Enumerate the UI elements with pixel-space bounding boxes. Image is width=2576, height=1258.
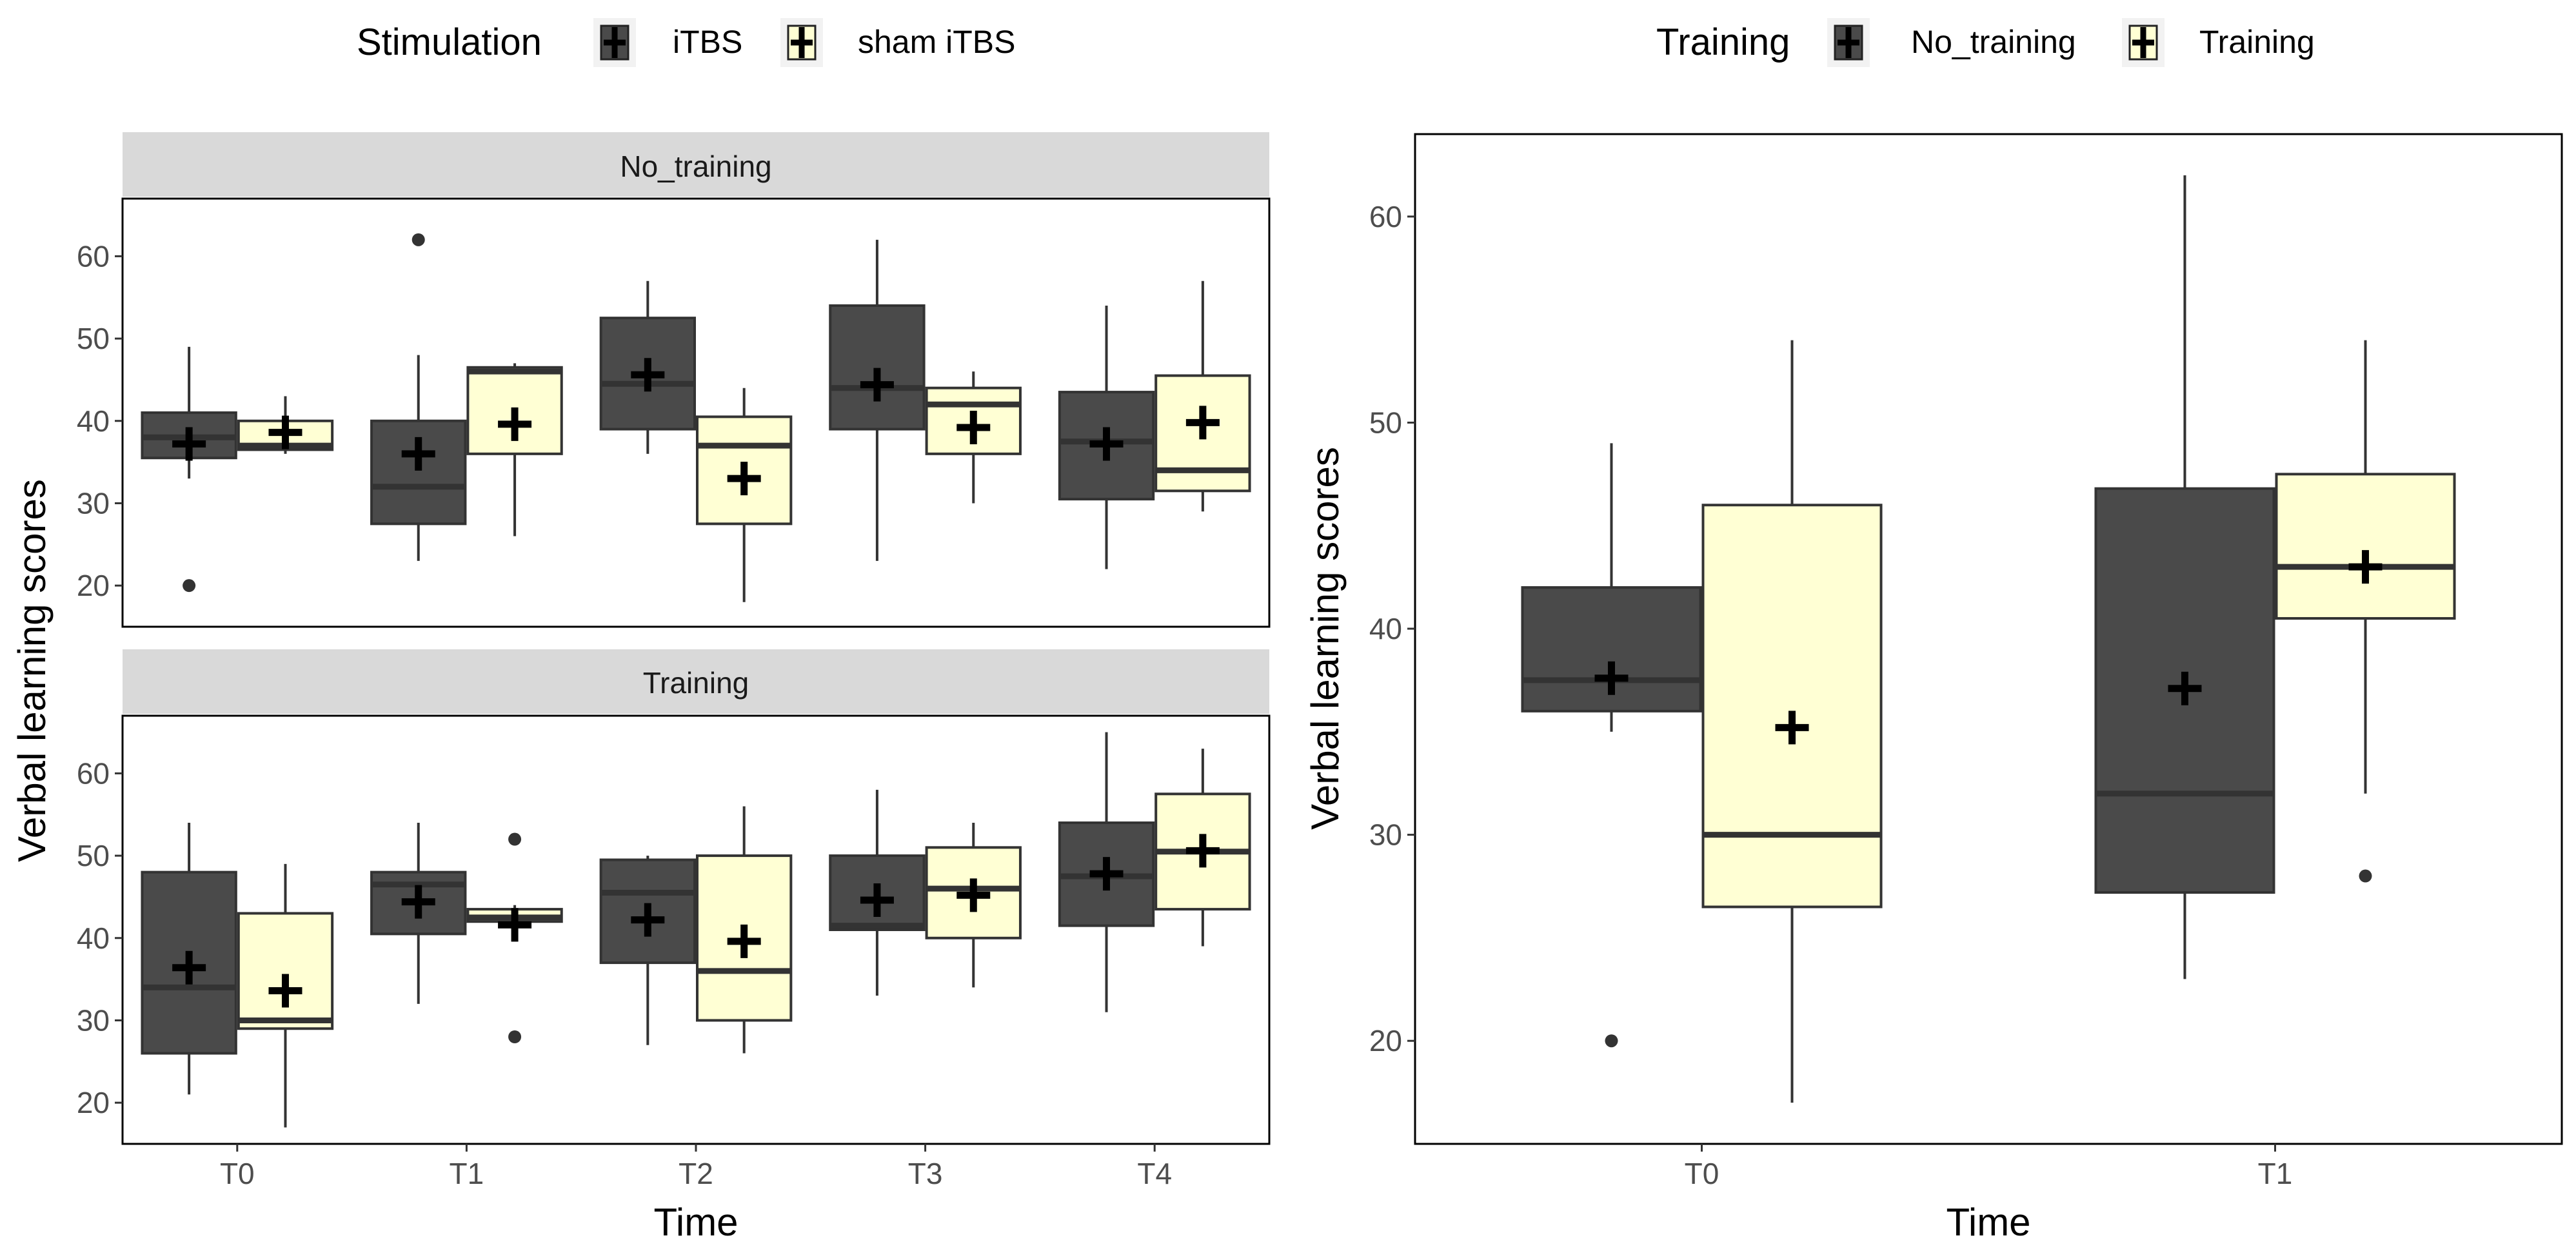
right-panel-training-t0-mean-cross xyxy=(1775,711,1809,745)
training-panel-y-tick-label-4: 60 xyxy=(77,756,110,790)
training-panel-sham-itbs-t0-mean-cross xyxy=(268,974,302,1008)
no-training-panel-itbs-t0-mean-cross xyxy=(172,427,206,461)
training-panel-y-tick-label-3: 50 xyxy=(77,839,110,872)
right-legend-label-0: No_training xyxy=(1911,24,2076,60)
right-panel-no_training-t1-mean-cross xyxy=(2168,671,2202,705)
panel-frame-right xyxy=(1414,133,2563,1145)
right-y-axis-title: Verbal learning scores xyxy=(1303,447,1347,830)
training-panel-itbs-t0-mean-cross xyxy=(172,950,206,985)
left-legend-label-0: iTBS xyxy=(673,24,742,60)
training-panel-sham-itbs-t1-mean-cross xyxy=(498,908,532,942)
right-panel-training-t1-outlier-0 xyxy=(2359,869,2372,883)
strip-training xyxy=(123,649,1269,714)
right-panel-no_training-t0-mean-cross xyxy=(1594,661,1629,695)
training-panel-sham-itbs-t4-mean-cross xyxy=(1185,834,1220,868)
left-legend-key-cross-1 xyxy=(791,27,813,58)
training-panel-x-tick-label-3: T3 xyxy=(908,1157,943,1190)
no-training-panel-sham-itbs-t1-mean-cross xyxy=(498,407,532,441)
right-panel-x-tick-label-0: T0 xyxy=(1685,1157,1719,1190)
no-training-panel-y-tick-label-3: 50 xyxy=(77,322,110,355)
no-training-panel-itbs-t0-outlier-0 xyxy=(183,579,196,593)
right-panel-training-t0-box xyxy=(1701,504,1883,909)
right-panel-training-t1-mean-cross xyxy=(2348,550,2383,584)
right-panel-x-tick-label-1: T1 xyxy=(2258,1157,2293,1190)
panel-frame-no-training xyxy=(121,197,1271,628)
no-training-panel-y-tick-label-4: 60 xyxy=(77,239,110,273)
strip-training-label: Training xyxy=(643,666,749,700)
left-legend: Stimulation iTBS sham iTBS xyxy=(357,18,1016,67)
right-legend-title: Training xyxy=(1656,21,1790,63)
training-panel-itbs-t4-mean-cross xyxy=(1089,857,1124,891)
left-x-axis-title: Time xyxy=(653,1201,738,1244)
plot-marks: 20 30 40 50 60 20 30 40 50 60 T0 T1 T2 T3 T4 20 30 40 50 60… xyxy=(77,175,2456,1190)
no-training-panel-layer: 20 30 40 50 60 xyxy=(77,233,1251,602)
right-panel-layer: 20 30 40 50 60 T0 T1 xyxy=(1369,175,2456,1190)
training-panel-y-tick-label-0: 20 xyxy=(77,1086,110,1119)
training-panel-x-tick-label-1: T1 xyxy=(450,1157,484,1190)
right-legend: Training No_training Training xyxy=(1656,18,2315,67)
no-training-panel-sham-itbs-t3-mean-cross xyxy=(956,410,991,444)
no-training-panel-itbs-t3-box xyxy=(829,304,926,431)
strip-no-training xyxy=(123,132,1269,197)
training-panel-x-tick-label-2: T2 xyxy=(679,1157,713,1190)
left-legend-title: Stimulation xyxy=(357,21,542,63)
right-panel-y-tick-label-4: 60 xyxy=(1369,200,1402,233)
training-panel-sham-itbs-t2-mean-cross xyxy=(727,924,761,958)
training-panel-y-tick-label-2: 40 xyxy=(77,921,110,955)
no-training-panel-itbs-t1-outlier-0 xyxy=(411,233,425,246)
training-panel-layer: 20 30 40 50 60 T0 T1 T2 T3 T4 xyxy=(77,732,1251,1190)
no-training-panel-sham-itbs-t0-mean-cross xyxy=(268,415,302,449)
right-legend-label-1: Training xyxy=(2199,24,2315,60)
no-training-panel-itbs-t1-mean-cross xyxy=(401,437,435,471)
right-legend-key-cross-1 xyxy=(2132,27,2154,58)
no-training-panel-sham-itbs-t4-mean-cross xyxy=(1185,406,1220,440)
right-panel-training-t1-box xyxy=(2275,473,2456,620)
strip-no-training-label: No_training xyxy=(620,150,771,183)
no-training-panel-itbs-t1-box xyxy=(370,419,467,526)
no-training-panel-sham-itbs-t2-mean-cross xyxy=(727,462,761,496)
training-panel-x-tick-label-0: T0 xyxy=(220,1157,255,1190)
training-panel-itbs-t1-mean-cross xyxy=(401,885,435,919)
no-training-panel-y-tick-label-0: 20 xyxy=(77,569,110,602)
right-panel-y-tick-label-3: 50 xyxy=(1369,406,1402,439)
no-training-panel-itbs-t4-mean-cross xyxy=(1089,427,1124,461)
left-y-axis-title: Verbal learning scores xyxy=(10,479,54,862)
training-panel-itbs-t2-mean-cross xyxy=(631,903,665,937)
right-panel-y-tick-label-1: 30 xyxy=(1369,818,1402,852)
right-panel-no_training-t1-box xyxy=(2094,487,2275,894)
left-legend-key-cross-0 xyxy=(604,27,626,58)
training-panel-sham-itbs-t1-outlier-0 xyxy=(508,1030,522,1043)
training-panel-x-tick-label-4: T4 xyxy=(1137,1157,1172,1190)
training-panel-sham-itbs-t3-mean-cross xyxy=(956,878,991,912)
training-panel-y-tick-label-1: 30 xyxy=(77,1003,110,1037)
right-panel-y-tick-label-0: 20 xyxy=(1369,1024,1402,1057)
left-legend-label-1: sham iTBS xyxy=(858,24,1016,60)
no-training-panel-y-tick-label-1: 30 xyxy=(77,486,110,520)
right-legend-key-cross-0 xyxy=(1838,27,1859,58)
training-panel-itbs-t3-mean-cross xyxy=(860,883,894,918)
no-training-panel-itbs-t2-mean-cross xyxy=(631,358,665,392)
right-panel-no_training-t0-outlier-0 xyxy=(1605,1034,1618,1048)
training-panel-sham-itbs-t0-box xyxy=(237,912,334,1030)
right-x-axis-title: Time xyxy=(1946,1201,2030,1244)
right-panel-y-tick-label-2: 40 xyxy=(1369,612,1402,645)
no-training-panel-itbs-t3-mean-cross xyxy=(860,368,894,402)
no-training-panel-y-tick-label-2: 40 xyxy=(77,404,110,438)
training-panel-sham-itbs-t1-outlier-1 xyxy=(508,832,522,846)
